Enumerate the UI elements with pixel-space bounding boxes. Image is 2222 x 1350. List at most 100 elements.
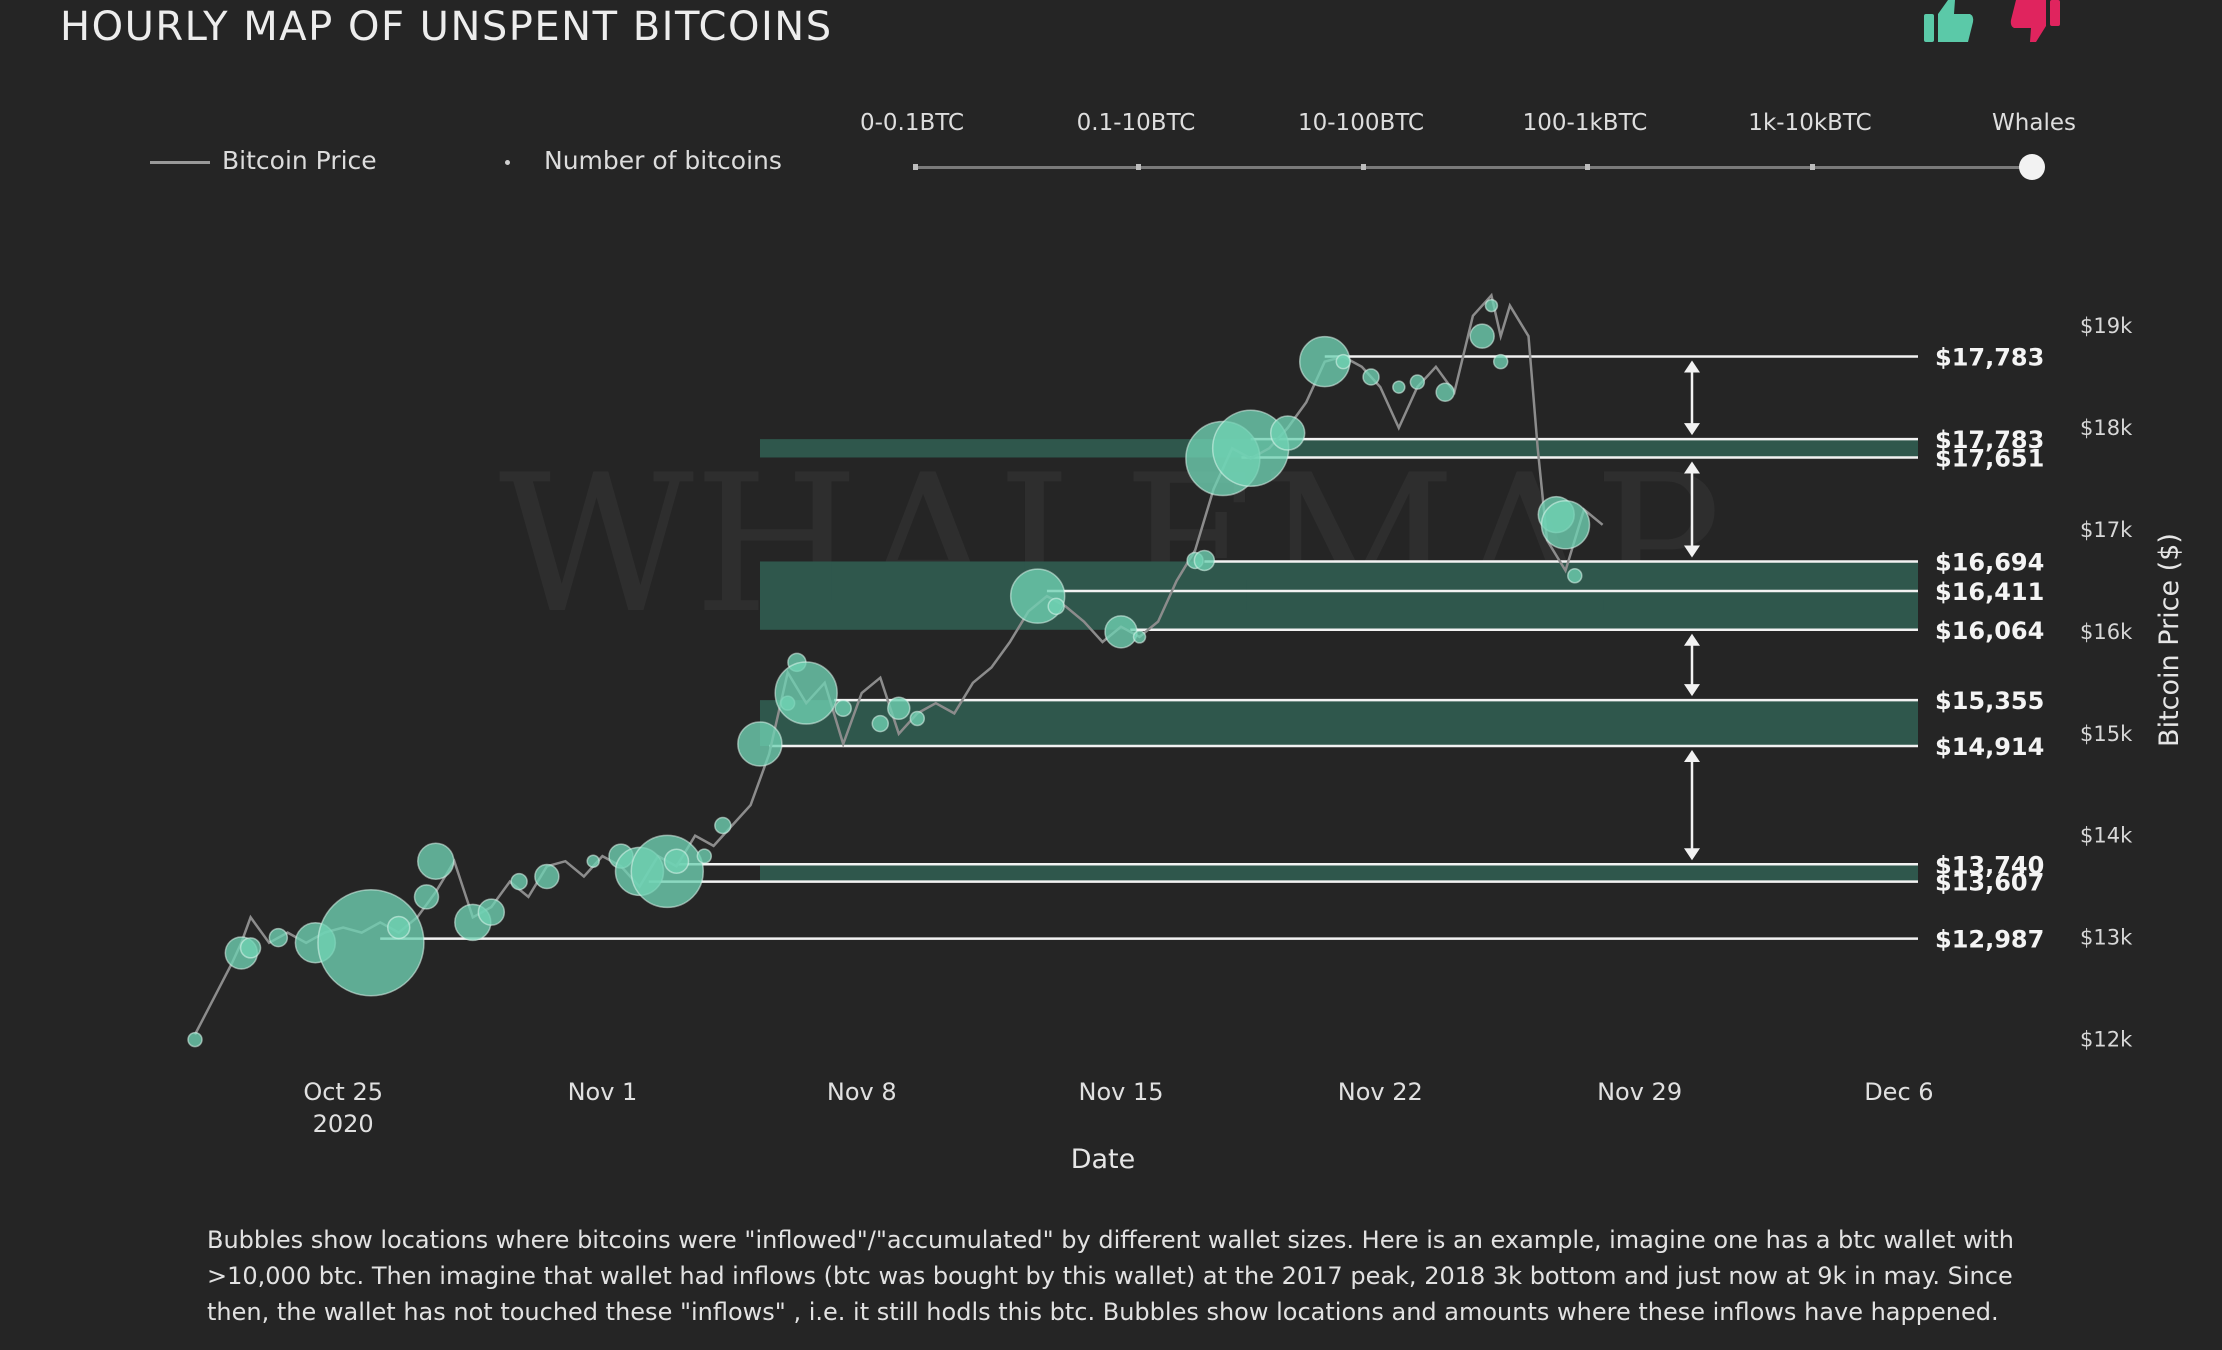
bubble [586, 854, 600, 868]
price-band [760, 700, 1918, 746]
y-axis-ticks: $12k $13k $14k $15k $16k $17k $18k $19k [2080, 314, 2133, 1052]
bubble [386, 915, 411, 940]
bubble [909, 710, 926, 727]
gap-arrow-head-down [1684, 545, 1700, 558]
slider-label-4[interactable]: 1k-10kBTC [1748, 110, 1872, 136]
gap-arrow-head-up [1684, 750, 1700, 762]
x-axis-ticks: Oct 25 2020 Nov 1 Nov 8 Nov 15 Nov 22 Nov 29 De… [303, 1078, 1933, 1138]
slider-track[interactable] [913, 166, 2031, 169]
bubble [1409, 374, 1426, 390]
x-tick-label: Nov 8 [827, 1078, 897, 1106]
y-tick-label: $13k [2080, 926, 2133, 950]
page-title: HOURLY MAP OF UNSPENT BITCOINS [60, 4, 833, 50]
line-swatch [150, 160, 210, 164]
bubble [417, 842, 455, 880]
gap-arrow-head-down [1684, 684, 1700, 697]
bubble [1132, 630, 1147, 644]
thumbs-up-icon[interactable] [1924, 0, 1974, 42]
bubble [1567, 567, 1583, 584]
y-tick-label: $17k [2080, 518, 2133, 542]
slider-label-1[interactable]: 0.1-10BTC [1076, 110, 1196, 136]
price-level-label: $13,607 [1935, 869, 2044, 897]
slider-tick [1136, 164, 1141, 170]
bubble [510, 872, 528, 891]
price-level-label: $13,740 [1935, 851, 2044, 879]
bubble [714, 816, 732, 835]
bubble [239, 937, 262, 959]
bubble [317, 889, 425, 997]
y-tick-label: $12k [2080, 1028, 2133, 1052]
bubble [187, 1031, 203, 1048]
price-level-label: $17,783 [1935, 426, 2044, 454]
x-axis-label: Date [1071, 1144, 1136, 1175]
legend-bitcoin-price[interactable]: Bitcoin Price [150, 146, 377, 175]
bitcoin-price-line [193, 292, 1604, 1036]
gap-arrows [1684, 360, 1700, 861]
bubble [696, 848, 713, 864]
bubble [1269, 415, 1306, 451]
price-level-label: $16,064 [1935, 617, 2044, 645]
bubbles [187, 298, 1591, 1048]
y-tick-label: $14k [2080, 824, 2133, 848]
y-axis-label: Bitcoin Price ($) [2154, 533, 2185, 747]
legend-price-label: Bitcoin Price [222, 146, 377, 175]
x-tick-label: Nov 22 [1338, 1078, 1423, 1106]
price-band [760, 561, 1918, 630]
caption: Bubbles show locations where bitcoins we… [207, 1222, 2027, 1330]
bubble [1104, 615, 1138, 649]
price-level-label: $14,914 [1935, 733, 2044, 761]
bubble [413, 884, 440, 910]
bubble [1193, 549, 1216, 572]
slider-handle[interactable] [2019, 154, 2045, 180]
slider-tick [1361, 164, 1366, 170]
slider-tick [1585, 164, 1590, 170]
bubble [663, 848, 690, 874]
bubble [1362, 368, 1380, 386]
legend-count-label: Number of bitcoins [544, 146, 782, 175]
bubble [268, 927, 289, 948]
bubble [534, 863, 560, 890]
x-tick-sublabel: 2020 [313, 1110, 374, 1138]
price-bands [760, 439, 1918, 882]
bubble [1392, 380, 1406, 394]
feedback-buttons [1918, 0, 2068, 46]
price-level-label: $16,411 [1935, 578, 2044, 606]
legend-number-of-bitcoins[interactable]: Number of bitcoins [505, 146, 782, 175]
bubble [834, 699, 852, 718]
bubble [737, 721, 783, 767]
x-tick-label: Dec 6 [1864, 1078, 1933, 1106]
slider-tick [1810, 164, 1815, 170]
caption-line: Bubbles show locations where bitcoins we… [207, 1226, 2014, 1254]
bubble [1469, 323, 1495, 349]
bubble [774, 661, 838, 725]
slider-label-2[interactable]: 10-100BTC [1297, 110, 1425, 136]
gap-arrow-head-up [1684, 633, 1700, 646]
gap-arrow-head-up [1684, 360, 1700, 373]
y-tick-label: $19k [2080, 314, 2133, 338]
caption-line: >10,000 btc. Then imagine that wallet ha… [207, 1262, 2013, 1290]
y-tick-label: $15k [2080, 722, 2133, 746]
x-tick-label: Nov 29 [1597, 1078, 1682, 1106]
bubble [1047, 597, 1065, 616]
price-level-lines [380, 355, 1918, 940]
bubble [1484, 298, 1499, 313]
slider-label-0[interactable]: 0-0.1BTC [859, 110, 965, 136]
thumbs-down-icon[interactable] [2010, 0, 2060, 42]
price-level-labels: $17,783$17,783$17,651$16,694$16,411$16,0… [1935, 344, 2044, 954]
dot-swatch [505, 159, 510, 165]
slider-label-3[interactable]: 100-1kBTC [1522, 110, 1648, 136]
bubble-price-chart: WHALEMAP $17,783$17,783$17,651$16,694$16… [187, 292, 2185, 1175]
price-level-label: $17,783 [1935, 344, 2044, 372]
price-band [760, 864, 1918, 882]
bubble [871, 714, 890, 733]
bubble [1335, 353, 1352, 370]
price-level-label: $17,651 [1935, 444, 2044, 472]
gap-arrow-head-up [1684, 461, 1700, 474]
slider-label-5[interactable]: Whales [1992, 110, 2076, 136]
price-level-label: $12,987 [1935, 926, 2044, 954]
x-tick-label: Oct 25 [303, 1078, 383, 1106]
price-level-label: $15,355 [1935, 687, 2044, 715]
bubble [477, 898, 506, 926]
bubble [1492, 353, 1509, 370]
x-tick-label: Nov 15 [1079, 1078, 1164, 1106]
